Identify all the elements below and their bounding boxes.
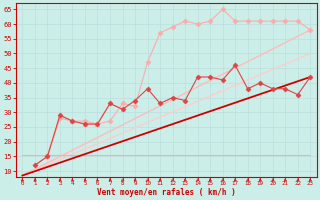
X-axis label: Vent moyen/en rafales ( km/h ): Vent moyen/en rafales ( km/h ) [97, 188, 236, 197]
